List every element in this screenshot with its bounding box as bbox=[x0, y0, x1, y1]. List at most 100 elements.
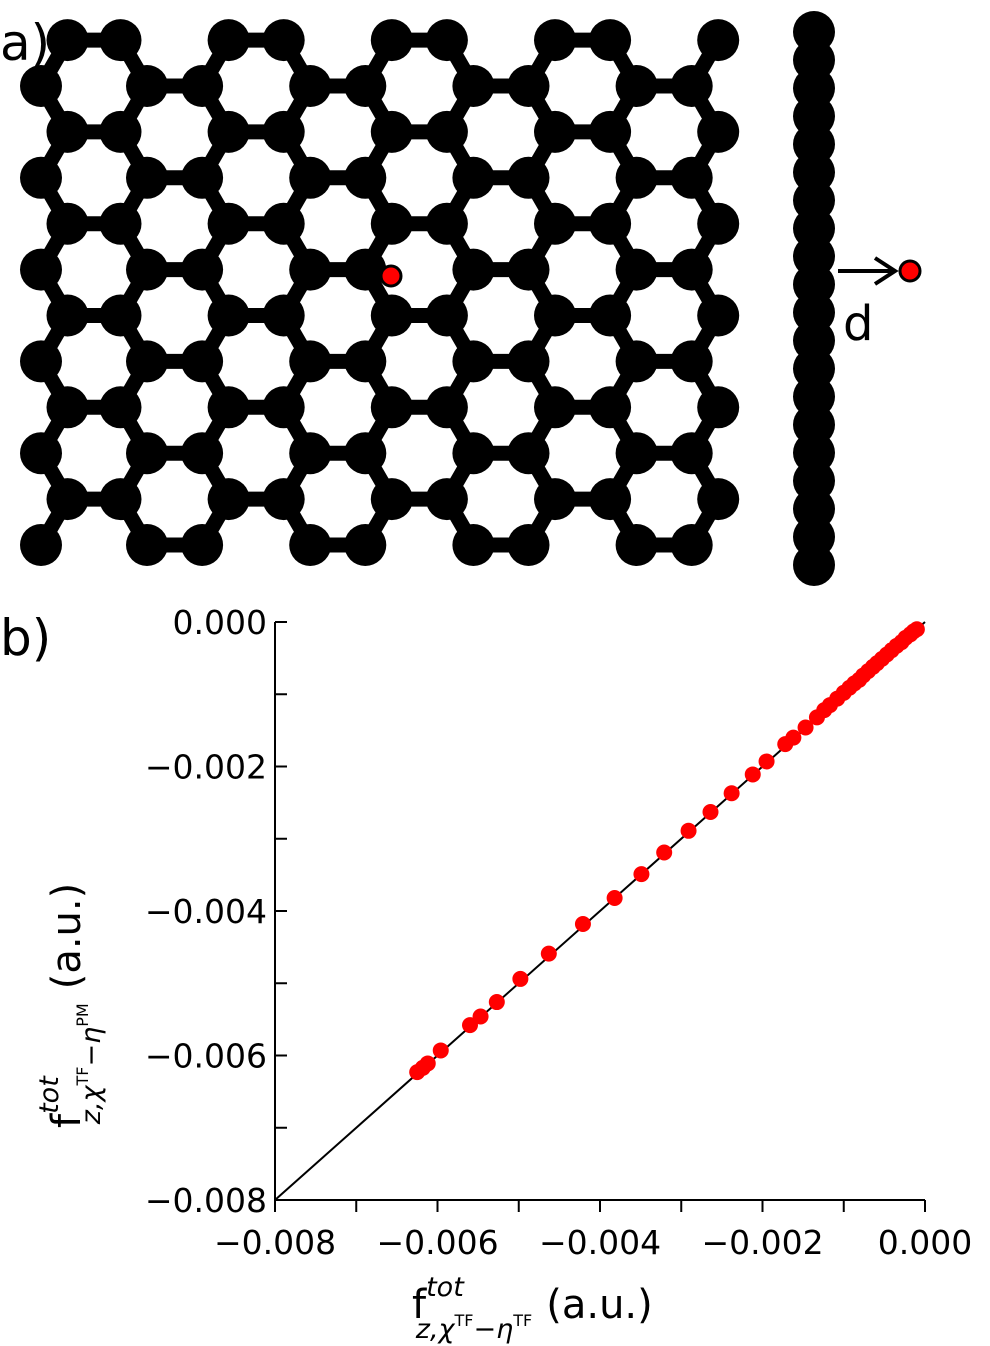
carbon-atom bbox=[370, 478, 413, 521]
carbon-atom bbox=[534, 386, 576, 429]
carbon-atom bbox=[452, 524, 495, 566]
scatter-plot: −0.008 −0.006 −0.004 −0.002 0.000 −0.008−0.0… bbox=[145, 603, 972, 1262]
y-tick-label: 0.000 bbox=[173, 603, 267, 642]
adatom-top-view bbox=[379, 264, 403, 288]
carbon-atom bbox=[344, 248, 387, 291]
carbon-atom bbox=[370, 110, 413, 153]
carbon-atom bbox=[46, 202, 89, 245]
data-point bbox=[785, 729, 802, 746]
data-point bbox=[797, 719, 814, 736]
carbon-atom bbox=[20, 65, 62, 107]
carbon-atom bbox=[507, 64, 550, 107]
carbon-atom bbox=[46, 478, 89, 521]
carbon-atom bbox=[697, 110, 740, 153]
carbon-atom bbox=[507, 340, 550, 383]
carbon-atom bbox=[452, 248, 495, 291]
carbon-atom bbox=[289, 248, 332, 291]
carbon-atom bbox=[589, 478, 632, 521]
carbon-atom bbox=[99, 386, 142, 429]
carbon-atom bbox=[181, 64, 224, 107]
data-point bbox=[758, 753, 775, 770]
panel-b-label: b) bbox=[0, 609, 51, 667]
carbon-atom bbox=[670, 248, 713, 291]
carbon-atom bbox=[589, 386, 632, 429]
carbon-atom bbox=[534, 478, 576, 521]
carbon-atom bbox=[670, 523, 713, 566]
carbon-atom bbox=[262, 386, 305, 429]
carbon-atom bbox=[207, 202, 250, 245]
carbon-atom bbox=[46, 19, 89, 62]
carbon-atom bbox=[289, 340, 332, 383]
x-axis-title: ftot z,χTF−ηTF (a.u.) bbox=[412, 1272, 653, 1345]
carbon-atom bbox=[615, 340, 658, 383]
carbon-atom bbox=[20, 340, 62, 383]
data-point bbox=[702, 804, 719, 821]
carbon-atom bbox=[181, 248, 224, 291]
carbon-atom bbox=[534, 202, 576, 245]
carbon-atom bbox=[589, 202, 632, 245]
carbon-atom bbox=[126, 248, 168, 291]
carbon-atom bbox=[207, 110, 250, 153]
x-tick-label: −0.004 bbox=[539, 1223, 661, 1262]
y-tick-label: −0.008 bbox=[145, 1181, 267, 1220]
carbon-atom bbox=[344, 523, 387, 566]
carbon-atom bbox=[370, 202, 413, 245]
carbon-atom bbox=[262, 19, 305, 62]
carbon-atom bbox=[344, 340, 387, 383]
y-tick-label: −0.002 bbox=[145, 748, 267, 787]
carbon-atom bbox=[507, 156, 550, 199]
carbon-atom bbox=[425, 19, 468, 62]
carbon-atom bbox=[697, 386, 740, 429]
carbon-atom bbox=[207, 386, 250, 429]
carbon-atom bbox=[452, 340, 495, 383]
adatom-side-view bbox=[898, 259, 922, 283]
data-point bbox=[574, 916, 591, 933]
carbon-atom bbox=[46, 294, 89, 337]
carbon-atom bbox=[670, 432, 713, 475]
data-point bbox=[606, 889, 623, 906]
carbon-atom bbox=[507, 248, 550, 291]
carbon-atom bbox=[181, 156, 224, 199]
data-point bbox=[540, 945, 557, 962]
carbon-atom bbox=[425, 478, 468, 521]
carbon-atom bbox=[262, 294, 305, 337]
carbon-atom bbox=[507, 432, 550, 475]
carbon-atom bbox=[534, 19, 576, 62]
carbon-atom bbox=[615, 65, 658, 107]
carbon-atom bbox=[20, 156, 62, 199]
carbon-atom bbox=[262, 202, 305, 245]
panel-a-label: a) bbox=[0, 14, 50, 72]
carbon-atom bbox=[181, 523, 224, 566]
x-ticks: −0.008 −0.006 −0.004 −0.002 0.000 bbox=[214, 1200, 972, 1262]
carbon-atom bbox=[99, 294, 142, 337]
carbon-atom bbox=[20, 248, 62, 291]
x-tick-label: −0.006 bbox=[376, 1223, 498, 1262]
data-point bbox=[744, 766, 761, 783]
carbon-atom bbox=[370, 19, 413, 62]
y-ticks: −0.008 −0.006 −0.004 −0.002 0.000 bbox=[145, 603, 287, 1220]
carbon-atom bbox=[589, 294, 632, 337]
carbon-atom bbox=[99, 110, 142, 153]
carbon-atom bbox=[507, 523, 550, 566]
carbon-atom bbox=[126, 432, 168, 475]
carbon-atom bbox=[207, 294, 250, 337]
carbon-atom bbox=[181, 432, 224, 475]
data-point bbox=[419, 1055, 436, 1072]
carbon-atom bbox=[99, 19, 142, 62]
distance-arrow bbox=[838, 256, 899, 286]
carbon-atom bbox=[344, 156, 387, 199]
carbon-atom bbox=[46, 386, 89, 429]
carbon-atom bbox=[207, 19, 250, 62]
carbon-atom bbox=[262, 110, 305, 153]
carbon-atom bbox=[370, 386, 413, 429]
data-point bbox=[512, 970, 529, 987]
carbon-atom bbox=[289, 65, 332, 107]
y-tick-label: −0.004 bbox=[145, 892, 267, 931]
carbon-atom bbox=[425, 202, 468, 245]
data-point bbox=[432, 1042, 449, 1059]
carbon-atom bbox=[670, 340, 713, 383]
carbon-atom bbox=[46, 110, 89, 153]
carbon-atom bbox=[262, 478, 305, 521]
x-tick-label: −0.002 bbox=[701, 1223, 823, 1262]
